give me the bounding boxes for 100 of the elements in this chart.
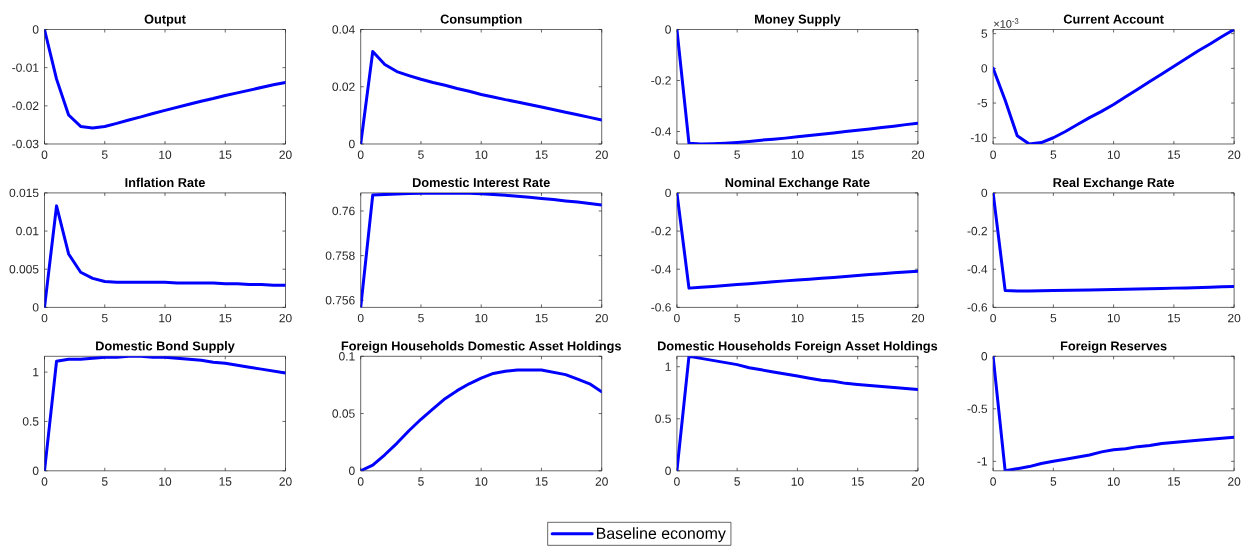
y-tick-label: 0.76: [332, 206, 355, 216]
x-tick-label: 0: [990, 313, 996, 323]
chart-title: Output: [144, 14, 186, 27]
x-tick-label: 20: [595, 477, 608, 486]
x-tick-label: 20: [279, 477, 292, 486]
x-tick-label: 0: [990, 150, 996, 159]
y-tick-label: -0.2: [967, 226, 987, 236]
x-tick-label: 10: [475, 150, 488, 159]
x-tick-label: 0: [990, 477, 996, 486]
y-tick-label: -0.4: [651, 127, 672, 136]
x-tick-label: 5: [1050, 150, 1057, 159]
x-tick-label: 0: [674, 477, 680, 486]
y-tick-label: 0: [665, 25, 671, 34]
y-tick-label: 0: [981, 188, 988, 198]
x-tick-label: 0: [674, 150, 680, 159]
x-tick-label: 0: [357, 477, 364, 486]
y-tick-label: -0.6: [651, 303, 671, 312]
x-tick-label: 15: [851, 313, 864, 323]
x-tick-label: 0: [357, 313, 364, 323]
x-tick-label: 15: [219, 477, 232, 486]
x-tick-label: 0: [41, 477, 48, 486]
x-tick-label: 10: [791, 150, 804, 159]
y-tick-label: -0.02: [12, 101, 39, 111]
x-tick-label: 5: [101, 150, 108, 159]
y-tick-label: 1: [665, 362, 671, 371]
chart-title: Domestic Interest Rate: [412, 177, 550, 188]
chart-title: Inflation Rate: [125, 177, 205, 188]
chart-title: Foreign Households Domestic Asset Holdings: [341, 341, 621, 354]
y-tick-label: 0.04: [332, 25, 355, 34]
y-tick-label: 0.05: [332, 409, 355, 418]
y-tick-label: -0.4: [967, 265, 988, 274]
y-tick-label: -0.2: [651, 226, 671, 236]
x-tick-label: 20: [1228, 477, 1241, 486]
x-tick-label: 10: [1107, 150, 1120, 159]
x-tick-label: 15: [851, 150, 864, 159]
y-tick-label: -1: [977, 457, 987, 466]
y-tick-label: 0.5: [655, 414, 671, 423]
y-tick-label: 0: [981, 64, 988, 73]
y-tick-label: 1: [33, 367, 39, 377]
x-tick-label: 0: [41, 150, 48, 159]
x-tick-label: 5: [734, 150, 740, 159]
y-tick-label: -0.6: [967, 303, 988, 312]
chart-title: Nominal Exchange Rate: [725, 177, 870, 190]
x-tick-label: 20: [279, 313, 292, 323]
x-tick-label: 10: [475, 313, 488, 323]
x-tick-label: 15: [1168, 150, 1180, 159]
y-tick-label: 0.015: [9, 188, 39, 198]
y-tick-label: -10: [970, 133, 988, 142]
x-tick-label: 15: [219, 313, 232, 323]
x-tick-label: 20: [595, 150, 608, 159]
x-tick-label: 15: [1168, 477, 1180, 486]
x-tick-label: 20: [911, 477, 925, 486]
y-tick-label: -0.01: [12, 63, 39, 72]
y-tick-label: 0: [32, 25, 39, 34]
y-tick-label: -0.5: [967, 404, 988, 414]
chart-title: Real Exchange Rate: [1053, 177, 1175, 190]
x-tick-label: 15: [1168, 313, 1180, 323]
x-tick-label: 5: [1050, 477, 1057, 486]
x-tick-label: 15: [535, 313, 548, 323]
y-tick-label: -0.2: [651, 76, 671, 85]
y-tick-label: 0: [349, 466, 355, 476]
x-tick-label: 15: [851, 477, 864, 486]
chart-title: Consumption: [440, 14, 522, 27]
y-tick-label: 5: [981, 29, 988, 38]
text: ×10$^{-3}$: [994, 18, 1019, 28]
x-tick-label: 20: [911, 150, 925, 159]
x-tick-label: 20: [1228, 150, 1241, 159]
y-tick-label: -0.4: [651, 265, 672, 274]
y-tick-label: 0.1: [339, 352, 355, 361]
x-tick-label: 10: [791, 313, 804, 323]
y-tick-label: 0: [32, 303, 39, 312]
x-tick-label: 10: [475, 477, 488, 486]
x-tick-label: 20: [595, 313, 608, 323]
x-tick-label: 10: [159, 150, 172, 159]
x-tick-label: 5: [1050, 313, 1057, 323]
y-tick-label: 0.01: [16, 226, 39, 236]
x-tick-label: 15: [219, 150, 232, 159]
x-tick-label: 10: [159, 313, 172, 323]
line-series: [676, 192, 918, 290]
x-tick-label: 0: [357, 150, 364, 159]
x-tick-label: 5: [101, 313, 108, 323]
chart-title: Domestic Households Foreign Asset Holdings: [657, 341, 938, 354]
y-tick-label: 0: [665, 188, 671, 198]
y-tick-label: 0.005: [9, 265, 39, 274]
legend-label: Baseline economy: [596, 527, 726, 543]
y-tick-label: 0: [349, 139, 355, 149]
chart-title: Domestic Bond Supply: [96, 341, 235, 353]
x-tick-label: 5: [418, 477, 424, 486]
x-tick-label: 0: [41, 313, 48, 323]
y-tick-label: 0: [665, 466, 671, 476]
x-tick-label: 5: [101, 477, 108, 486]
x-tick-label: 5: [418, 313, 424, 323]
x-tick-label: 10: [159, 477, 172, 486]
y-tick-label: 0: [32, 466, 39, 476]
y-tick-label: -5: [977, 98, 988, 108]
x-tick-label: 5: [734, 477, 740, 486]
chart-title: Money Supply: [755, 14, 841, 27]
x-tick-label: 15: [535, 477, 548, 486]
x-tick-label: 5: [418, 150, 424, 159]
x-tick-label: 20: [911, 313, 925, 323]
